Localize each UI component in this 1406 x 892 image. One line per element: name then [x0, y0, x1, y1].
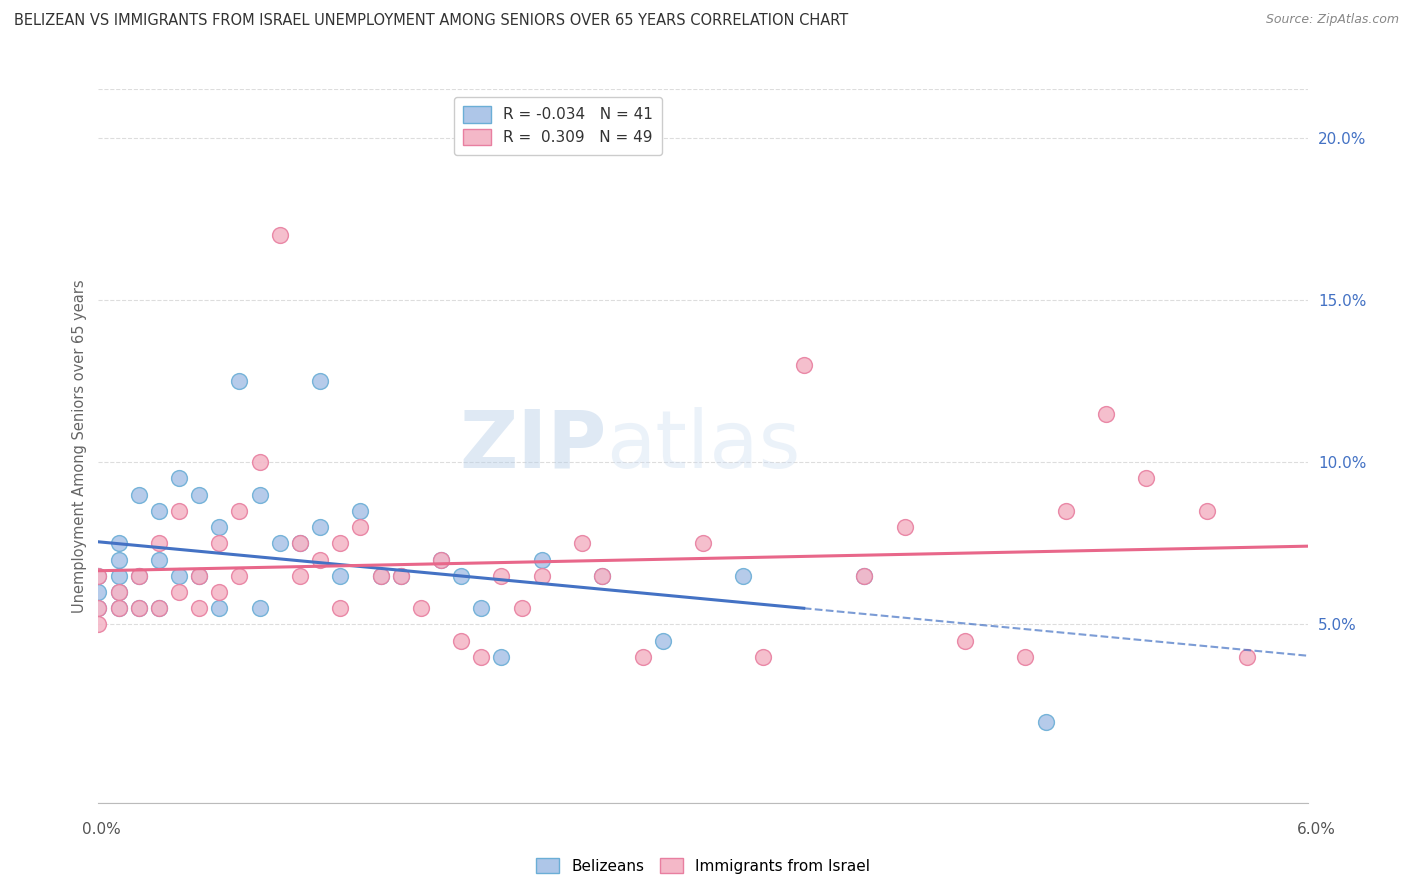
Point [329, 536, 352, 550]
Point [450, 568, 472, 582]
Point [1014, 649, 1036, 664]
Point [349, 504, 371, 518]
Point [249, 488, 271, 502]
Point [107, 585, 129, 599]
Point [148, 601, 170, 615]
Point [591, 568, 613, 582]
Point [953, 633, 976, 648]
Point [87, 568, 110, 582]
Point [329, 601, 352, 615]
Point [249, 455, 271, 469]
Point [269, 228, 291, 243]
Point [188, 601, 211, 615]
Point [491, 649, 513, 664]
Point [430, 552, 453, 566]
Point [309, 520, 332, 534]
Text: atlas: atlas [606, 407, 800, 485]
Legend: Belizeans, Immigrants from Israel: Belizeans, Immigrants from Israel [530, 852, 876, 880]
Point [228, 568, 250, 582]
Point [853, 568, 876, 582]
Point [107, 601, 129, 615]
Point [249, 601, 271, 615]
Point [409, 601, 432, 615]
Point [651, 633, 673, 648]
Point [288, 536, 311, 550]
Point [188, 488, 211, 502]
Point [167, 585, 190, 599]
Point [167, 504, 190, 518]
Point [128, 488, 150, 502]
Point [188, 568, 211, 582]
Point [793, 358, 815, 372]
Point [591, 568, 613, 582]
Point [530, 568, 553, 582]
Point [87, 601, 110, 615]
Point [208, 536, 231, 550]
Point [450, 633, 472, 648]
Legend: R = -0.034   N = 41, R =  0.309   N = 49: R = -0.034 N = 41, R = 0.309 N = 49 [454, 97, 662, 154]
Point [228, 504, 250, 518]
Point [1135, 471, 1157, 485]
Point [1095, 407, 1118, 421]
Point [853, 568, 876, 582]
Text: 0.0%: 0.0% [82, 822, 121, 837]
Point [208, 520, 231, 534]
Point [107, 568, 129, 582]
Point [148, 601, 170, 615]
Point [288, 536, 311, 550]
Text: ZIP: ZIP [458, 407, 606, 485]
Point [752, 649, 775, 664]
Point [1054, 504, 1077, 518]
Point [370, 568, 392, 582]
Point [1035, 714, 1057, 729]
Point [571, 536, 593, 550]
Point [128, 568, 150, 582]
Point [470, 601, 492, 615]
Point [733, 568, 755, 582]
Point [491, 568, 513, 582]
Point [87, 617, 110, 632]
Point [1236, 649, 1258, 664]
Point [148, 536, 170, 550]
Point [128, 568, 150, 582]
Point [893, 520, 915, 534]
Point [1195, 504, 1218, 518]
Point [148, 552, 170, 566]
Point [530, 552, 553, 566]
Point [370, 568, 392, 582]
Point [167, 471, 190, 485]
Text: 6.0%: 6.0% [1296, 822, 1336, 837]
Point [208, 601, 231, 615]
Point [107, 552, 129, 566]
Point [188, 568, 211, 582]
Point [389, 568, 412, 582]
Point [128, 601, 150, 615]
Point [470, 649, 492, 664]
Point [329, 568, 352, 582]
Point [631, 649, 654, 664]
Point [510, 601, 533, 615]
Text: Source: ZipAtlas.com: Source: ZipAtlas.com [1265, 13, 1399, 27]
Point [288, 568, 311, 582]
Point [430, 552, 453, 566]
Point [148, 504, 170, 518]
Point [389, 568, 412, 582]
Point [208, 585, 231, 599]
Point [87, 585, 110, 599]
Point [309, 552, 332, 566]
Point [167, 568, 190, 582]
Point [107, 585, 129, 599]
Text: BELIZEAN VS IMMIGRANTS FROM ISRAEL UNEMPLOYMENT AMONG SENIORS OVER 65 YEARS CORR: BELIZEAN VS IMMIGRANTS FROM ISRAEL UNEMP… [14, 13, 848, 29]
Point [87, 568, 110, 582]
Point [87, 601, 110, 615]
Point [692, 536, 714, 550]
Point [228, 374, 250, 388]
Point [107, 601, 129, 615]
Point [128, 601, 150, 615]
Point [269, 536, 291, 550]
Y-axis label: Unemployment Among Seniors over 65 years: Unemployment Among Seniors over 65 years [72, 279, 87, 613]
Point [309, 374, 332, 388]
Point [107, 536, 129, 550]
Point [349, 520, 371, 534]
